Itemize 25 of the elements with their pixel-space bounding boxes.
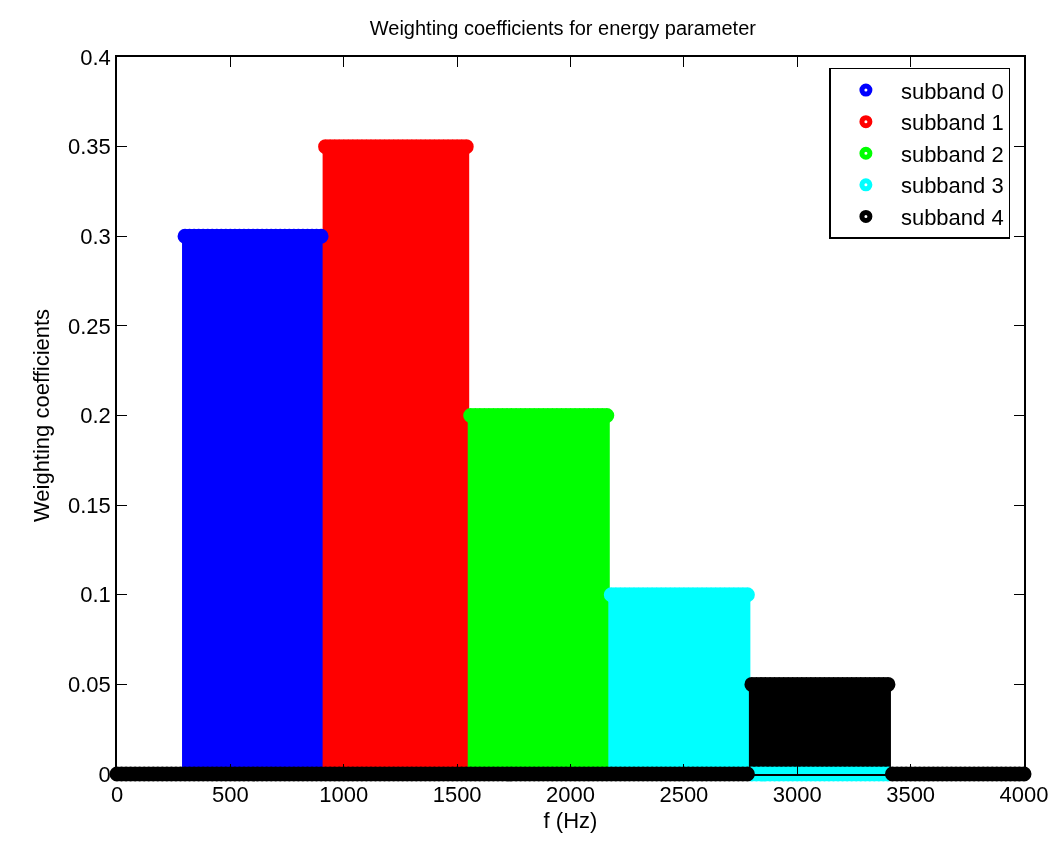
chart-title: Weighting coefficients for energy parameter — [369, 17, 757, 40]
y-tick-label: 0.05 — [68, 672, 111, 698]
y-tick-label: 0.3 — [80, 223, 111, 249]
legend-label: subband 1 — [900, 110, 1004, 136]
x-axis-title: f (Hz) — [543, 807, 598, 833]
x-tick-label: 3000 — [772, 782, 822, 808]
y-tick-label: 0 — [98, 761, 111, 787]
y-tick-label: 0.4 — [80, 44, 111, 70]
y-tick-label: 0.1 — [80, 582, 111, 608]
x-tick-label: 4000 — [999, 782, 1049, 808]
x-tick-label: 1500 — [432, 782, 482, 808]
x-tick-label: 3500 — [886, 782, 936, 808]
legend-label: subband 3 — [900, 173, 1004, 199]
legend-label: subband 2 — [900, 141, 1004, 167]
legend-label: subband 0 — [900, 78, 1004, 104]
y-axis-title: Weighting coefficients — [29, 308, 55, 523]
x-tick-label: 2500 — [659, 782, 709, 808]
y-tick-label: 0.2 — [80, 403, 111, 429]
y-tick-label: 0.35 — [68, 134, 111, 160]
legend-label: subband 4 — [900, 205, 1004, 231]
y-tick-label: 0.15 — [68, 492, 111, 518]
x-tick-label: 1000 — [319, 782, 369, 808]
x-tick-label: 2000 — [546, 782, 595, 808]
y-tick-label: 0.25 — [68, 313, 111, 339]
x-tick-label: 500 — [212, 782, 249, 808]
